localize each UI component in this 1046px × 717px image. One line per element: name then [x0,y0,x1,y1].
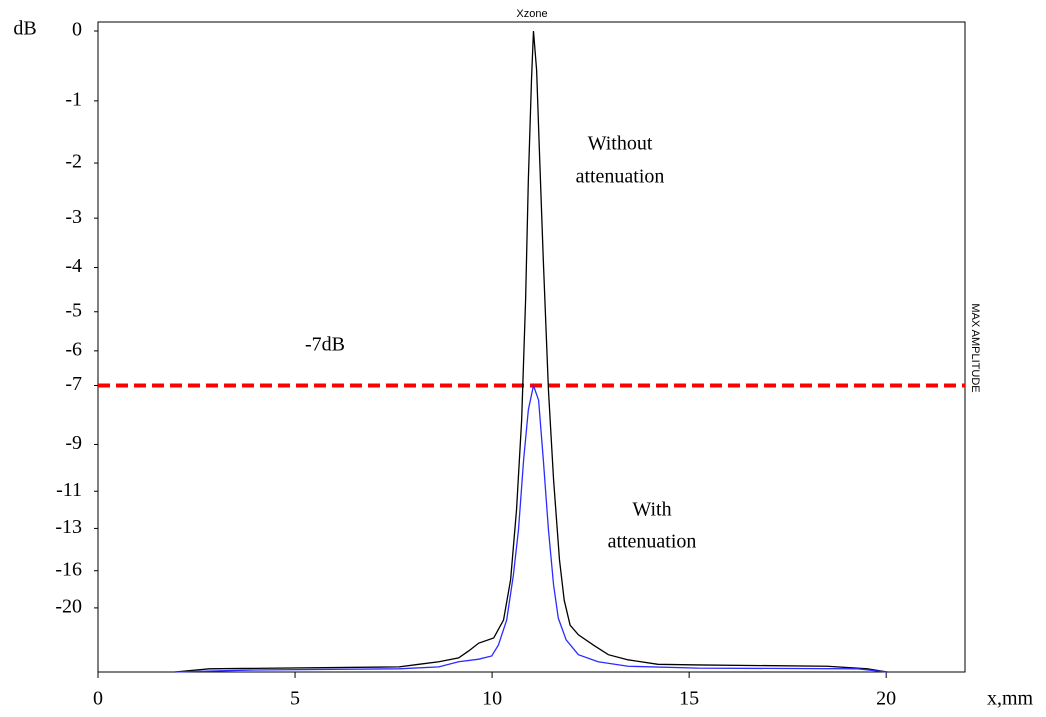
y-tick-label: -4 [65,255,82,277]
annotation: attenuation [576,166,665,188]
line-series [174,30,888,673]
y-tick-label: -5 [65,299,82,321]
plot-frame [97,21,966,673]
y-tick-label: -3 [65,206,82,228]
y-axis-label: dB [13,18,36,40]
line-series [174,383,888,673]
y-tick-label: -20 [55,595,82,617]
x-tick-label: 15 [679,688,699,710]
annotation: Without [588,133,653,155]
y-tick-label: 0 [72,19,82,41]
x-tick-label: 0 [93,688,103,710]
reference-label: -7dB [305,334,345,356]
y-tick-label: -9 [65,432,82,454]
y-tick-label: -16 [55,558,82,580]
y-tick-label: -13 [55,516,82,538]
chart-title: Xzone [516,8,547,20]
y-tick-label: -7 [65,373,82,395]
x-tick-label: 20 [876,688,896,710]
annotation: attenuation [608,531,697,553]
y-tick-label: -11 [56,479,82,501]
y-tick-label: -2 [65,151,82,173]
x-axis-label: x,mm [987,688,1034,710]
y-tick-label: -1 [65,88,82,110]
x-tick-label: 10 [482,688,502,710]
annotation: With [632,499,671,521]
x-tick-label: 5 [290,688,300,710]
y-tick-label: -6 [65,338,82,360]
right-label: MAX AMPLITUDE [969,303,981,392]
